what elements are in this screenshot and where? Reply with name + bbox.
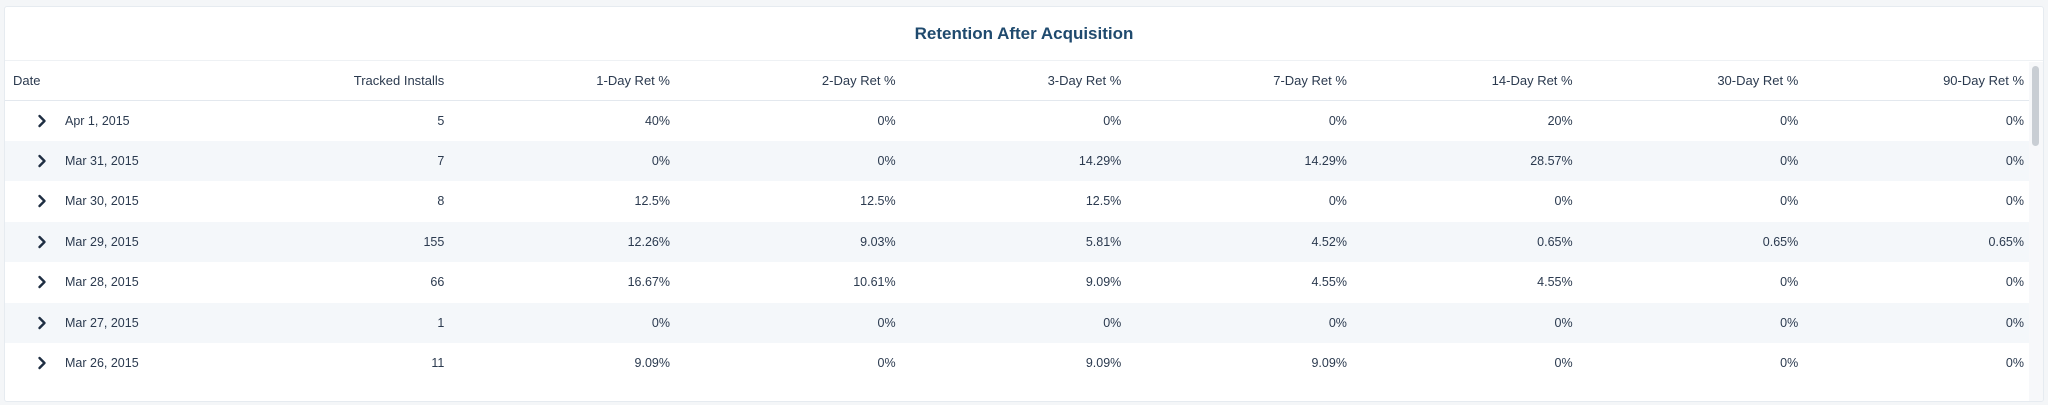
cell-installs: 8 xyxy=(437,194,445,209)
cell-3-day: 14.29% xyxy=(1078,153,1122,168)
cell-30-day: 0% xyxy=(1780,194,1799,209)
column-header-90-day[interactable]: 90-Day Ret % xyxy=(1943,73,2024,89)
cell-14-day: 20% xyxy=(1547,113,1573,128)
column-header-7-day[interactable]: 7-Day Ret % xyxy=(1273,73,1347,89)
cell-installs: 7 xyxy=(437,153,445,168)
cell-installs: 5 xyxy=(437,113,445,128)
cell-2-day: 0% xyxy=(877,315,896,330)
row-date: Mar 28, 2015 xyxy=(65,275,139,290)
cell-90-day: 0% xyxy=(2005,275,2024,290)
cell-14-day: 0.65% xyxy=(1537,234,1573,249)
cell-14-day: 0% xyxy=(1554,194,1573,209)
column-header-3-day[interactable]: 3-Day Ret % xyxy=(1047,73,1122,89)
vertical-scrollbar[interactable] xyxy=(2029,62,2043,401)
chevron-right-icon[interactable] xyxy=(33,152,51,170)
cell-30-day: 0% xyxy=(1780,113,1799,128)
cell-2-day: 0% xyxy=(877,356,896,371)
cell-1-day: 40% xyxy=(644,113,670,128)
cell-7-day: 0% xyxy=(1328,194,1347,209)
retention-panel: Retention After Acquisition Date Tracked… xyxy=(4,6,2044,402)
retention-table: Date Tracked Installs 1-Day Ret % 2-Day … xyxy=(5,62,2029,384)
table-header-row: Date Tracked Installs 1-Day Ret % 2-Day … xyxy=(5,62,2029,100)
chevron-right-icon[interactable] xyxy=(33,192,51,210)
cell-14-day: 0% xyxy=(1554,356,1573,371)
cell-7-day: 0% xyxy=(1328,315,1347,330)
table-row: Mar 26, 2015 11 9.09% 0% 9.09% 9.09% 0% … xyxy=(5,343,2029,384)
cell-3-day: 9.09% xyxy=(1085,275,1122,290)
chevron-right-icon[interactable] xyxy=(33,354,51,372)
chevron-right-icon[interactable] xyxy=(33,273,51,291)
chevron-right-icon[interactable] xyxy=(33,314,51,332)
row-date: Mar 29, 2015 xyxy=(65,234,139,249)
cell-14-day: 28.57% xyxy=(1530,153,1573,168)
row-date: Mar 27, 2015 xyxy=(65,315,139,330)
row-date: Apr 1, 2015 xyxy=(65,113,130,128)
cell-2-day: 12.5% xyxy=(860,194,896,209)
cell-1-day: 12.5% xyxy=(634,194,670,209)
cell-2-day: 10.61% xyxy=(853,275,896,290)
cell-7-day: 4.55% xyxy=(1311,275,1347,290)
cell-3-day: 5.81% xyxy=(1085,234,1122,249)
cell-installs: 155 xyxy=(423,234,445,249)
cell-2-day: 0% xyxy=(877,113,896,128)
column-header-date[interactable]: Date xyxy=(13,73,41,89)
cell-14-day: 0% xyxy=(1554,315,1573,330)
column-header-installs[interactable]: Tracked Installs xyxy=(353,73,445,89)
cell-14-day: 4.55% xyxy=(1537,275,1573,290)
cell-90-day: 0% xyxy=(2005,194,2024,209)
row-date: Mar 30, 2015 xyxy=(65,194,139,209)
cell-3-day: 0% xyxy=(1103,315,1122,330)
cell-installs: 1 xyxy=(437,315,445,330)
table-row: Mar 28, 2015 66 16.67% 10.61% 9.09% 4.55… xyxy=(5,262,2029,303)
column-header-2-day[interactable]: 2-Day Ret % xyxy=(821,73,896,89)
cell-30-day: 0% xyxy=(1780,153,1799,168)
cell-installs: 66 xyxy=(430,275,445,290)
cell-90-day: 0% xyxy=(2005,113,2024,128)
cell-1-day: 16.67% xyxy=(627,275,670,290)
column-header-30-day[interactable]: 30-Day Ret % xyxy=(1717,73,1799,89)
cell-1-day: 12.26% xyxy=(627,234,670,249)
table-row: Mar 27, 2015 1 0% 0% 0% 0% 0% 0% 0% xyxy=(5,302,2029,343)
cell-90-day: 0% xyxy=(2005,356,2024,371)
cell-3-day: 12.5% xyxy=(1085,194,1122,209)
chevron-right-icon[interactable] xyxy=(33,112,51,130)
cell-7-day: 9.09% xyxy=(1311,356,1347,371)
cell-7-day: 14.29% xyxy=(1304,153,1347,168)
table-container: Date Tracked Installs 1-Day Ret % 2-Day … xyxy=(5,62,2029,401)
cell-1-day: 0% xyxy=(651,315,670,330)
cell-2-day: 9.03% xyxy=(860,234,896,249)
column-header-14-day[interactable]: 14-Day Ret % xyxy=(1491,73,1573,89)
cell-90-day: 0.65% xyxy=(1988,234,2024,249)
cell-30-day: 0% xyxy=(1780,315,1799,330)
table-row: Mar 29, 2015 155 12.26% 9.03% 5.81% 4.52… xyxy=(5,221,2029,262)
row-date: Mar 31, 2015 xyxy=(65,153,139,168)
table-row: Mar 31, 2015 7 0% 0% 14.29% 14.29% 28.57… xyxy=(5,140,2029,181)
cell-90-day: 0% xyxy=(2005,153,2024,168)
column-header-1-day[interactable]: 1-Day Ret % xyxy=(596,73,670,89)
cell-3-day: 0% xyxy=(1103,113,1122,128)
cell-7-day: 4.52% xyxy=(1311,234,1347,249)
cell-3-day: 9.09% xyxy=(1085,356,1122,371)
chevron-right-icon[interactable] xyxy=(33,233,51,251)
table-row: Mar 30, 2015 8 12.5% 12.5% 12.5% 0% 0% 0… xyxy=(5,181,2029,222)
cell-1-day: 9.09% xyxy=(634,356,670,371)
cell-1-day: 0% xyxy=(651,153,670,168)
table-row: Apr 1, 2015 5 40% 0% 0% 0% 20% 0% 0% xyxy=(5,100,2029,141)
cell-90-day: 0% xyxy=(2005,315,2024,330)
row-date: Mar 26, 2015 xyxy=(65,356,139,371)
cell-7-day: 0% xyxy=(1328,113,1347,128)
cell-30-day: 0% xyxy=(1780,356,1799,371)
cell-30-day: 0.65% xyxy=(1762,234,1799,249)
scroll-thumb[interactable] xyxy=(2032,66,2039,146)
panel-title: Retention After Acquisition xyxy=(5,7,2043,61)
cell-30-day: 0% xyxy=(1780,275,1799,290)
cell-installs: 11 xyxy=(431,356,445,371)
cell-2-day: 0% xyxy=(877,153,896,168)
table-body: Apr 1, 2015 5 40% 0% 0% 0% 20% 0% 0% Mar… xyxy=(5,100,2029,384)
